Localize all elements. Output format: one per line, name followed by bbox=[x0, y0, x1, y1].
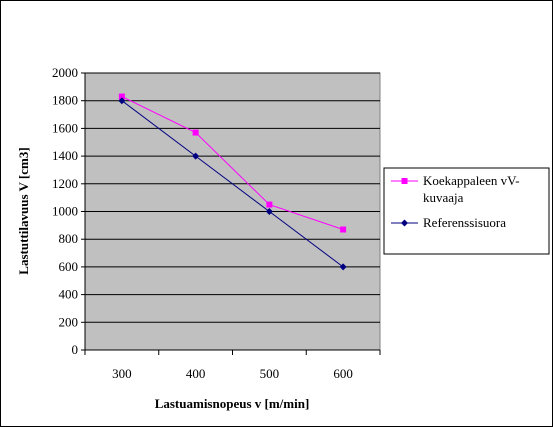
data-point bbox=[118, 93, 125, 100]
y-tick-label: 1600 bbox=[52, 120, 78, 135]
data-point bbox=[192, 152, 200, 160]
data-point bbox=[339, 263, 347, 271]
x-axis-title: Lastuamisnopeus v [m/min] bbox=[155, 396, 310, 411]
legend-label: kuvaaja bbox=[423, 190, 464, 205]
y-tick-label: 400 bbox=[59, 287, 79, 302]
y-tick-label: 0 bbox=[72, 342, 79, 357]
x-tick-label: 400 bbox=[186, 366, 206, 381]
y-tick-label: 2000 bbox=[52, 65, 78, 80]
data-point bbox=[265, 208, 273, 215]
y-axis-ticks: 0 200 400 600 800 1000 1200 1400 1600 1800 2000 bbox=[52, 65, 85, 357]
y-tick-label: 600 bbox=[59, 259, 79, 274]
data-point bbox=[266, 201, 273, 208]
y-tick-label: 1800 bbox=[52, 93, 78, 108]
legend-marker bbox=[401, 178, 408, 184]
x-tick-label: 600 bbox=[333, 366, 353, 381]
series-line bbox=[121, 100, 344, 268]
legend-label: Referenssisuora bbox=[423, 215, 506, 230]
x-tick-label: 500 bbox=[260, 366, 280, 381]
y-tick-label: 1000 bbox=[52, 204, 78, 219]
series-1 bbox=[118, 93, 347, 233]
series-2 bbox=[118, 97, 347, 271]
y-tick-label: 1200 bbox=[52, 176, 78, 191]
legend: Koekappaleen vV-kuvaaja Referenssisuora bbox=[383, 167, 550, 255]
legend-marker bbox=[401, 219, 408, 227]
x-axis-ticks: 300 400 500 600 bbox=[84, 350, 381, 381]
series-group bbox=[118, 93, 347, 271]
y-axis-title: Lastuttilavuus V [cm3] bbox=[16, 147, 31, 274]
gridlines bbox=[85, 72, 380, 351]
y-tick-label: 200 bbox=[59, 314, 79, 329]
y-tick-label: 1400 bbox=[52, 148, 78, 163]
data-point bbox=[340, 226, 347, 233]
legend-box bbox=[383, 167, 550, 255]
series-line bbox=[121, 96, 344, 230]
data-point bbox=[192, 129, 199, 136]
data-point bbox=[118, 97, 126, 105]
y-tick-label: 800 bbox=[59, 231, 79, 246]
legend-label: Koekappaleen vV- bbox=[423, 173, 520, 188]
x-tick-label: 300 bbox=[112, 366, 132, 381]
